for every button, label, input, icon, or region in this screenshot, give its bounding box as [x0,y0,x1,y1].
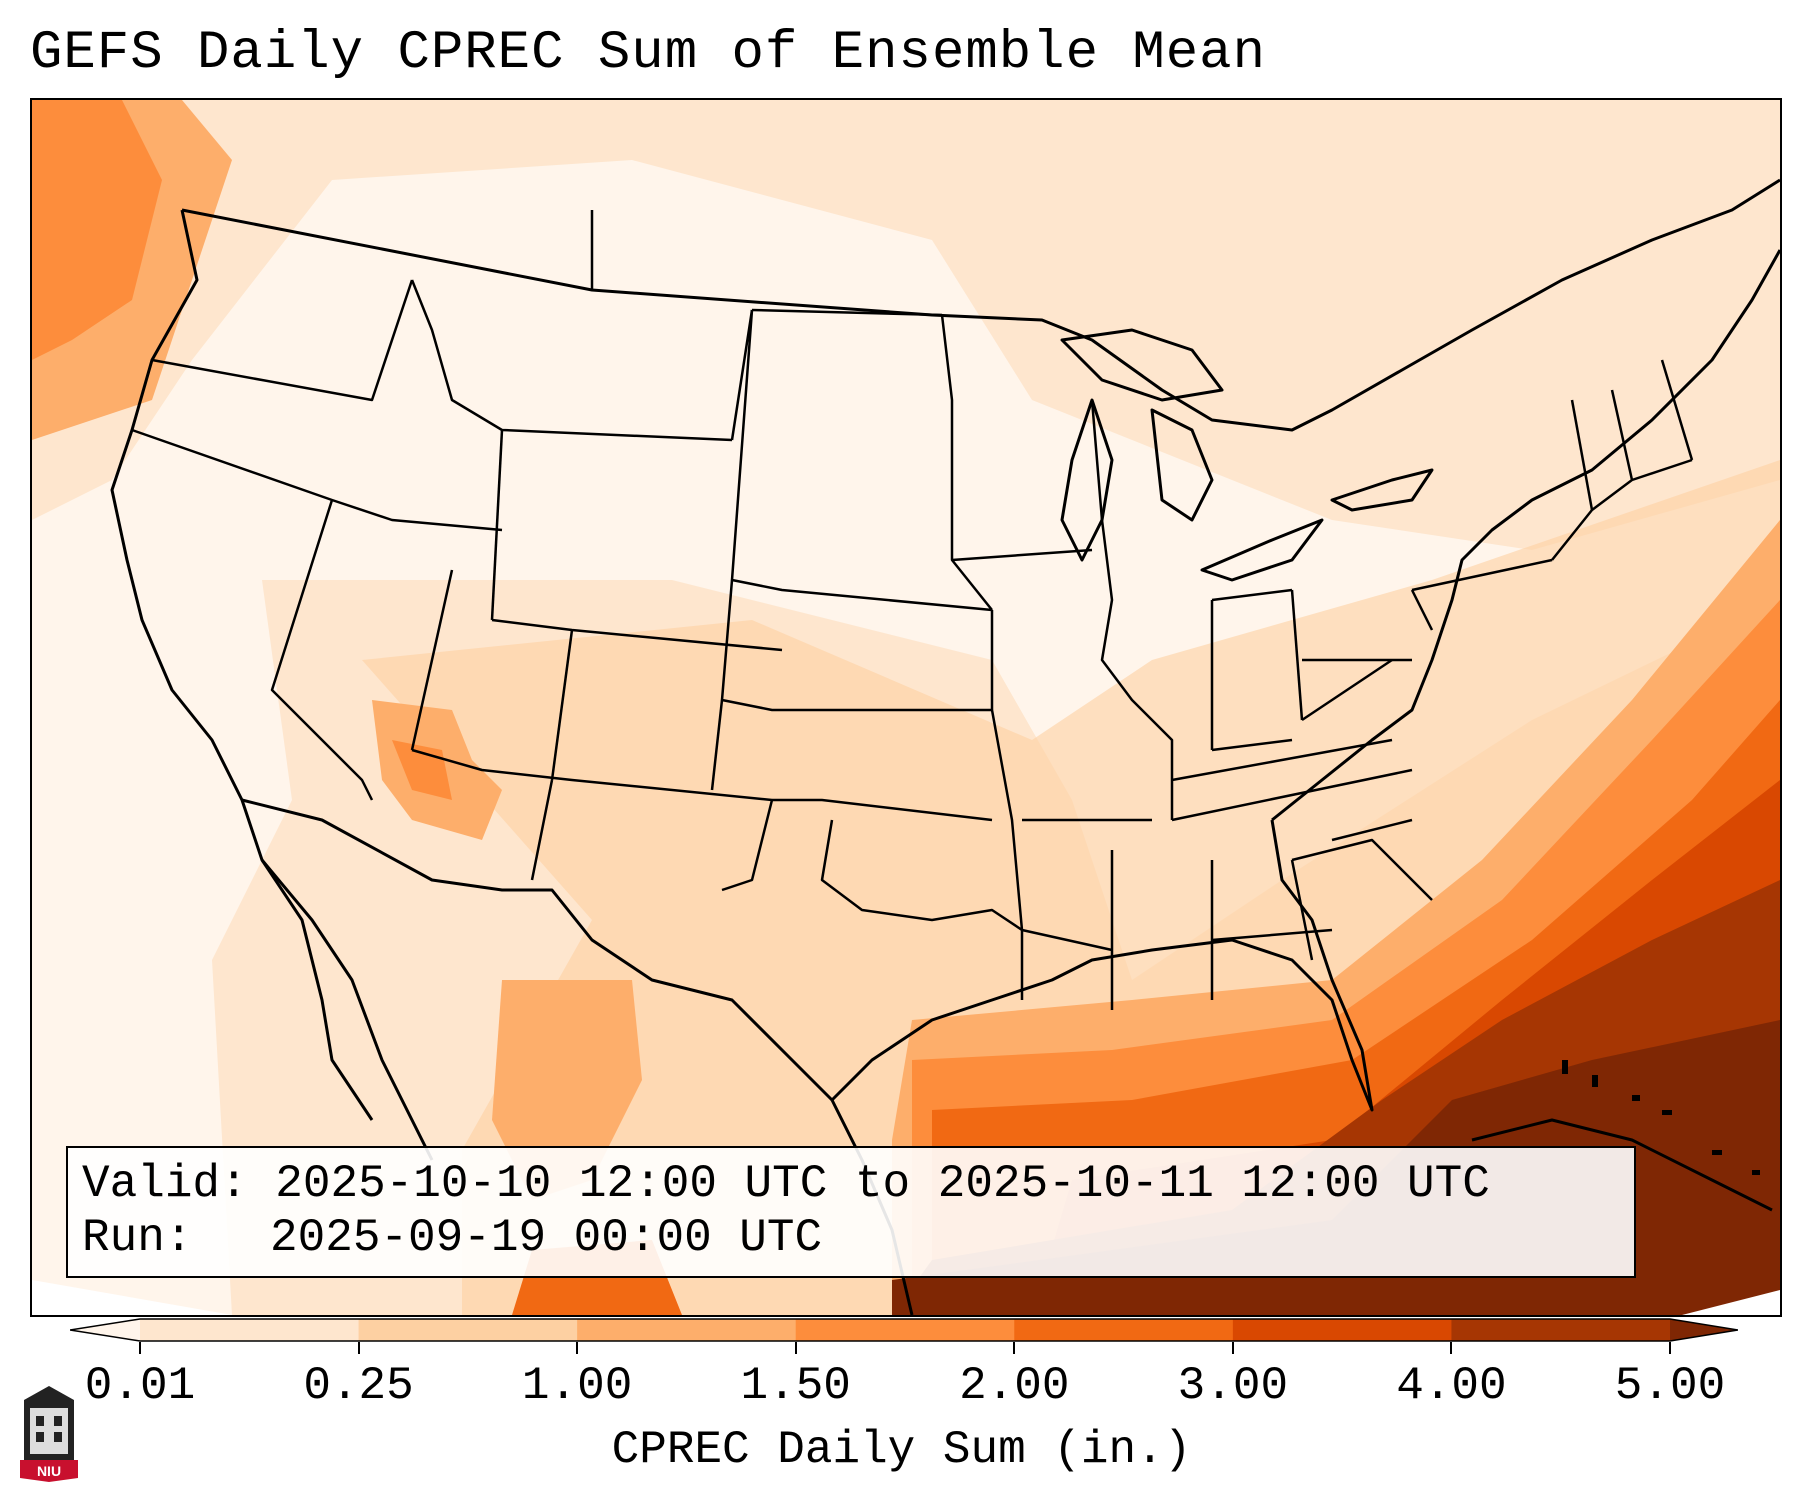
colorbar-tick-label: 4.00 [1396,1360,1507,1412]
colorbar-segment [1451,1319,1671,1341]
colorbar-segment [140,1319,360,1341]
pacific-precip-band [32,100,232,440]
colorbar-tick-mark [139,1342,141,1354]
colorbar-tick-label: 0.25 [303,1360,414,1412]
colorbar-outline [70,1318,1738,1342]
map-title: GEFS Daily CPREC Sum of Ensemble Mean [30,23,1266,84]
colorbar [70,1318,1738,1342]
colorbar-tick-mark [1013,1342,1016,1354]
map-canvas [32,100,1780,1315]
valid-line: Valid: 2025-10-10 12:00 UTC to 2025-10-1… [82,1158,1490,1210]
colorbar-tick-mark [576,1342,579,1354]
colorbar-segments [70,1319,1738,1341]
precipitation-map [30,98,1782,1317]
colorbar-arrow-high [1670,1319,1738,1341]
colorbar-segment [795,1319,1015,1341]
run-line: Run: 2025-09-19 00:00 UTC [82,1212,822,1264]
colorbar-tick-label: 3.00 [1177,1360,1289,1412]
colorbar-segment [358,1319,578,1341]
colorbar-tick-mark [794,1342,797,1354]
valid-label: Valid: [82,1158,248,1210]
state-borders [131,210,1694,1010]
colorbar-tick-label: 1.00 [521,1360,633,1412]
niu-tower-logo-icon: NIU [20,1386,78,1482]
valid-value: 2025-10-10 12:00 UTC to 2025-10-11 12:00… [275,1158,1490,1210]
projection-edge [32,1280,232,1315]
colorbar-tick-label: 0.01 [84,1360,196,1412]
logo-text: NIU [37,1463,61,1479]
country-borders [110,178,1780,1315]
colorbar-tick-mark [1231,1342,1234,1354]
colorbar-segment [577,1319,797,1341]
colorbar-tick-mark [1450,1342,1453,1354]
colorbar-tick-mark [1669,1342,1671,1354]
caribbean-islands [1562,1060,1760,1175]
colorbar-tick-label: 5.00 [1614,1360,1726,1412]
info-box: Valid: 2025-10-10 12:00 UTC to 2025-10-1… [66,1146,1636,1278]
colorbar-arrow-low [70,1319,140,1341]
projection-edge-right [1682,1290,1780,1315]
colorbar-tick-mark [357,1342,360,1354]
colorbar-segment [1232,1319,1452,1341]
colorbar-tick-label: 1.50 [740,1360,851,1412]
colorbar-segment [1014,1319,1234,1341]
colorbar-tick-label: 2.00 [959,1360,1070,1412]
run-label: Run: [82,1212,193,1264]
run-value: 2025-09-19 00:00 UTC [270,1212,823,1264]
colorbar-label: CPREC Daily Sum (in.) [611,1424,1192,1476]
